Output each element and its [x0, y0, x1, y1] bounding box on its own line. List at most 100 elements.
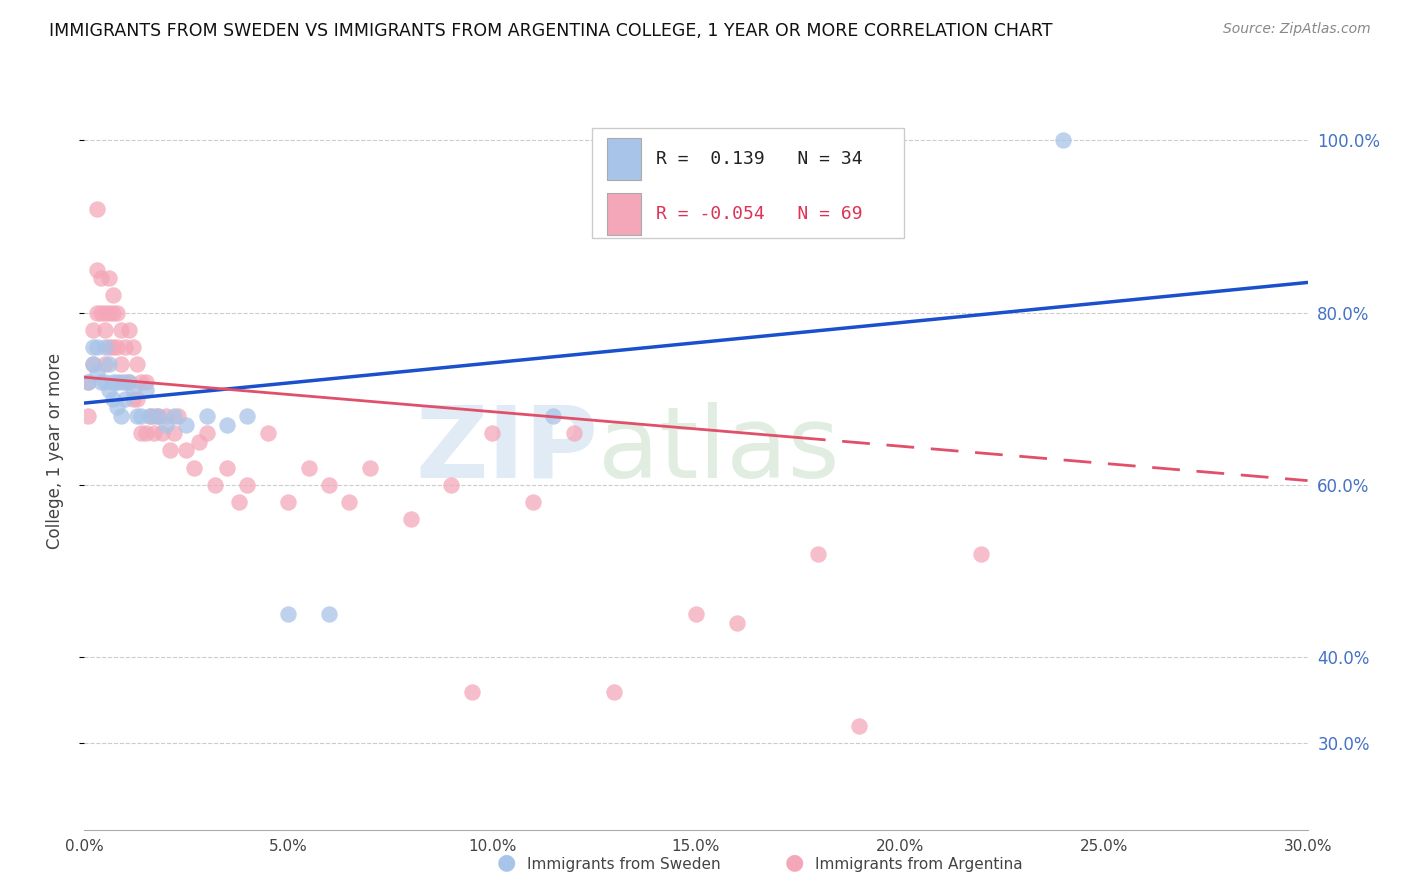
Point [159, 443, 181, 458]
Point [101, 288, 124, 302]
Text: Immigrants from Argentina: Immigrants from Argentina [815, 857, 1024, 872]
FancyBboxPatch shape [592, 128, 904, 238]
Point [93, 340, 115, 354]
Point [114, 375, 136, 389]
Text: R =  0.139   N = 34: R = 0.139 N = 34 [655, 150, 862, 168]
Point [174, 417, 197, 432]
Point [97, 383, 120, 397]
Point [187, 434, 209, 449]
Point [318, 478, 340, 492]
Point [257, 426, 280, 441]
Point [118, 323, 141, 337]
Point [110, 323, 132, 337]
Point [101, 392, 124, 406]
Point [685, 607, 707, 622]
Point [135, 375, 157, 389]
Text: ●: ● [785, 853, 804, 872]
Point [204, 478, 226, 492]
Point [318, 607, 340, 622]
Point [142, 409, 165, 423]
Point [86, 366, 108, 380]
Point [101, 305, 124, 319]
Point [481, 426, 503, 441]
Point [131, 426, 153, 441]
Point [86, 340, 108, 354]
Point [167, 409, 190, 423]
Point [236, 478, 259, 492]
Point [236, 409, 259, 423]
Point [118, 375, 141, 389]
Point [155, 409, 177, 423]
Point [163, 426, 186, 441]
Point [522, 495, 544, 509]
Point [105, 340, 128, 354]
Point [86, 305, 108, 319]
Point [110, 357, 132, 371]
Point [97, 357, 120, 371]
Y-axis label: College, 1 year or more: College, 1 year or more [45, 352, 63, 549]
Point [118, 375, 141, 389]
Point [122, 383, 145, 397]
Point [1052, 133, 1074, 147]
Point [82, 357, 104, 371]
Point [562, 426, 585, 441]
Point [228, 495, 250, 509]
Point [131, 409, 153, 423]
Point [298, 460, 321, 475]
Point [195, 409, 218, 423]
Point [195, 426, 218, 441]
Point [82, 357, 104, 371]
Text: ZIP: ZIP [415, 402, 598, 499]
Point [105, 401, 128, 415]
Point [127, 392, 149, 406]
Bar [606, 138, 641, 180]
Point [90, 271, 112, 285]
Bar [606, 194, 641, 235]
Point [138, 409, 160, 423]
Point [110, 375, 132, 389]
Point [150, 426, 173, 441]
Point [339, 495, 361, 509]
Point [93, 357, 115, 371]
Point [277, 495, 299, 509]
Point [155, 417, 177, 432]
Point [93, 305, 115, 319]
Point [122, 392, 145, 406]
Point [127, 357, 149, 371]
Point [440, 478, 463, 492]
Point [543, 409, 565, 423]
Text: IMMIGRANTS FROM SWEDEN VS IMMIGRANTS FROM ARGENTINA COLLEGE, 1 YEAR OR MORE CORR: IMMIGRANTS FROM SWEDEN VS IMMIGRANTS FRO… [49, 22, 1053, 40]
Text: atlas: atlas [598, 402, 839, 499]
Point [77, 409, 100, 423]
Point [146, 409, 169, 423]
Point [848, 719, 870, 733]
Point [138, 409, 160, 423]
Point [86, 262, 108, 277]
Point [163, 409, 186, 423]
Point [217, 417, 239, 432]
Point [101, 340, 124, 354]
Point [122, 340, 145, 354]
Point [86, 202, 108, 217]
Point [725, 615, 748, 630]
Point [174, 443, 197, 458]
Point [101, 375, 124, 389]
Point [217, 460, 239, 475]
Point [82, 323, 104, 337]
Text: Immigrants from Sweden: Immigrants from Sweden [527, 857, 721, 872]
Point [82, 340, 104, 354]
Point [97, 271, 120, 285]
Point [105, 305, 128, 319]
Point [90, 305, 112, 319]
Point [146, 409, 169, 423]
Point [90, 375, 112, 389]
Point [135, 383, 157, 397]
Point [93, 375, 115, 389]
Point [105, 375, 128, 389]
Point [110, 409, 132, 423]
Point [399, 512, 422, 526]
Point [77, 375, 100, 389]
Text: ●: ● [496, 853, 516, 872]
Point [461, 684, 484, 698]
Point [142, 426, 165, 441]
